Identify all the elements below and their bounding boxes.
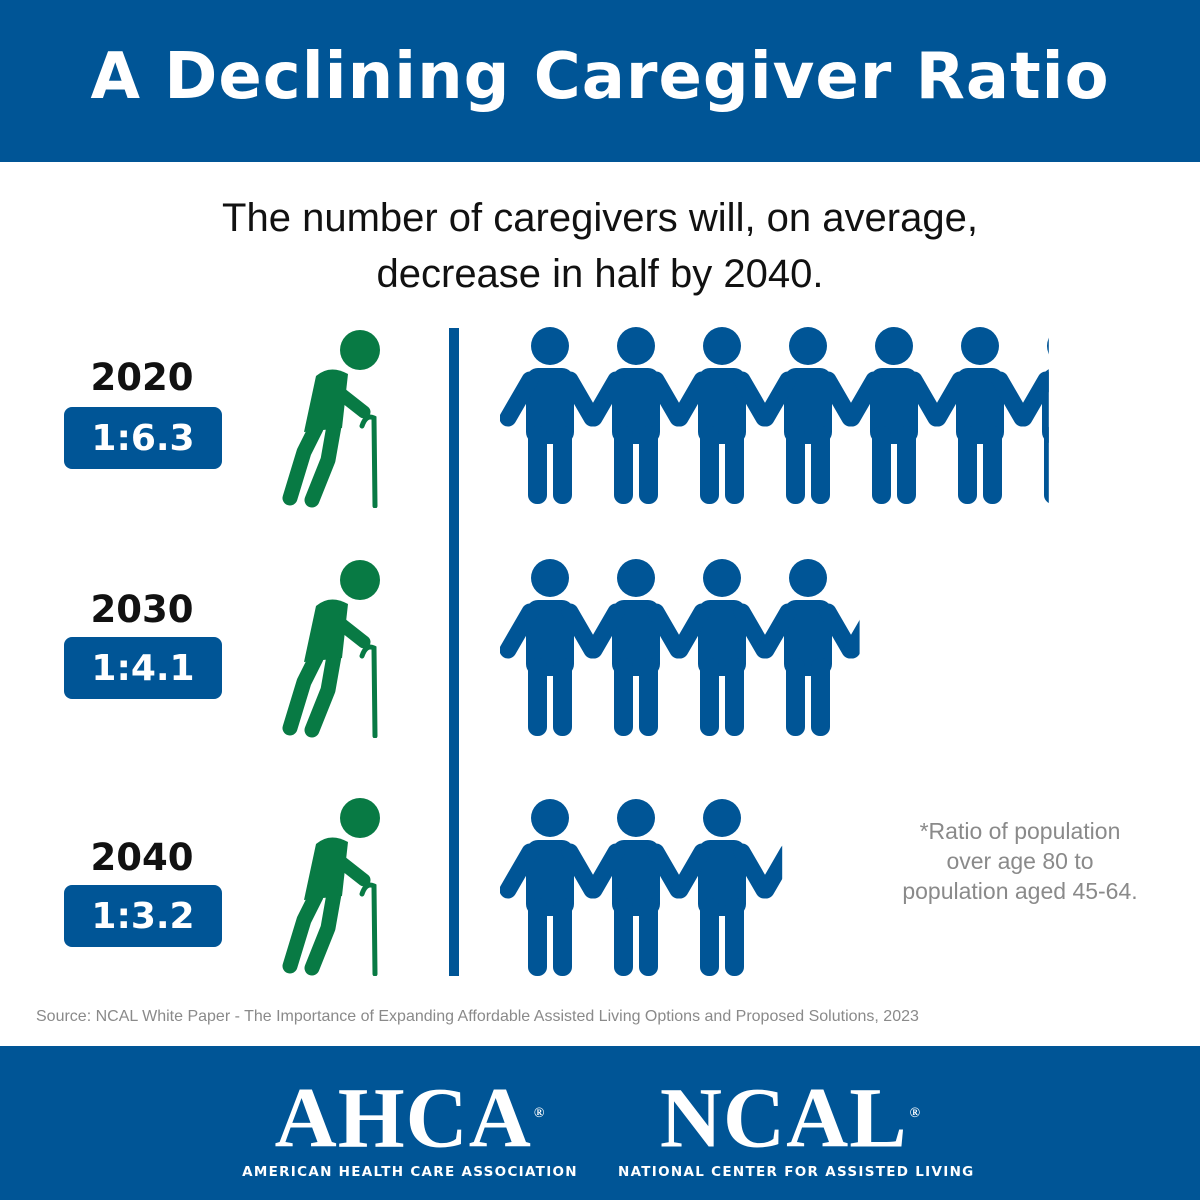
caregiver-person-icon: [757, 327, 859, 504]
caregiver-person-icon: [671, 559, 773, 736]
ncal-logo: NCAL ® NATIONAL CENTER FOR ASSISTED LIVIN…: [618, 1074, 975, 1180]
caregiver-row-2020: [500, 327, 1049, 504]
year-label-2030: 2030: [90, 588, 194, 631]
caregiver-person-icon: [585, 559, 687, 736]
subtitle-line-2: decrease in half by 2040.: [376, 252, 824, 296]
ncal-wordmark: NCAL: [659, 1069, 908, 1166]
header-banner: A Declining Caregiver Ratio: [0, 0, 1200, 162]
caregiver-partial-person-icon: [1015, 337, 1049, 503]
elderly-person-with-cane-icon: [282, 560, 380, 738]
caregiver-person-icon: [757, 559, 859, 736]
ncal-registered-mark: ®: [909, 1106, 922, 1121]
caregiver-person-icon: [585, 799, 687, 976]
footnote: *Ratio of population over age 80 to popu…: [880, 816, 1160, 906]
caregiver-partial-person-icon: [843, 619, 860, 659]
ahca-registered-mark: ®: [533, 1106, 546, 1121]
divider-line: [449, 328, 459, 976]
ahca-logo: AHCA ® AMERICAN HEALTH CARE ASSOCIATION: [240, 1074, 580, 1180]
caregiver-person-icon: [585, 327, 687, 504]
source-citation: Source: NCAL White Paper - The Importanc…: [36, 1008, 919, 1025]
ahca-tagline: AMERICAN HEALTH CARE ASSOCIATION: [242, 1163, 578, 1180]
elderly-person-with-cane-icon: [282, 330, 380, 508]
ratio-badge-2020: 1:6.3: [64, 407, 222, 469]
caregiver-partial-person-icon: [757, 845, 783, 899]
footnote-line-3: population aged 45-64.: [902, 878, 1138, 904]
year-label-2040: 2040: [90, 836, 194, 879]
caregiver-person-icon: [500, 799, 601, 976]
caregiver-row-2030: [500, 559, 860, 736]
caregiver-person-icon: [500, 327, 601, 504]
subtitle: The number of caregivers will, on averag…: [0, 190, 1200, 302]
footnote-line-2: over age 80 to: [946, 848, 1094, 874]
caregiver-row-2040: [500, 799, 783, 976]
ncal-tagline: NATIONAL CENTER FOR ASSISTED LIVING: [618, 1163, 975, 1180]
footer-banner: AHCA ® AMERICAN HEALTH CARE ASSOCIATION N…: [0, 1046, 1200, 1200]
caregiver-person-icon: [929, 327, 1031, 504]
elderly-person-with-cane-icon: [282, 798, 380, 976]
ahca-wordmark: AHCA: [274, 1069, 532, 1166]
ratio-badge-2040: 1:3.2: [64, 885, 222, 947]
year-label-2020: 2020: [90, 356, 194, 399]
ratio-badge-2030: 1:4.1: [64, 637, 222, 699]
caregiver-person-icon: [671, 799, 773, 976]
page-title: A Declining Caregiver Ratio: [90, 40, 1110, 114]
subtitle-line-1: The number of caregivers will, on averag…: [222, 196, 978, 240]
caregiver-person-icon: [671, 327, 773, 504]
footnote-line-1: *Ratio of population: [919, 818, 1121, 844]
caregiver-person-icon: [500, 559, 601, 736]
caregiver-person-icon: [843, 327, 945, 504]
